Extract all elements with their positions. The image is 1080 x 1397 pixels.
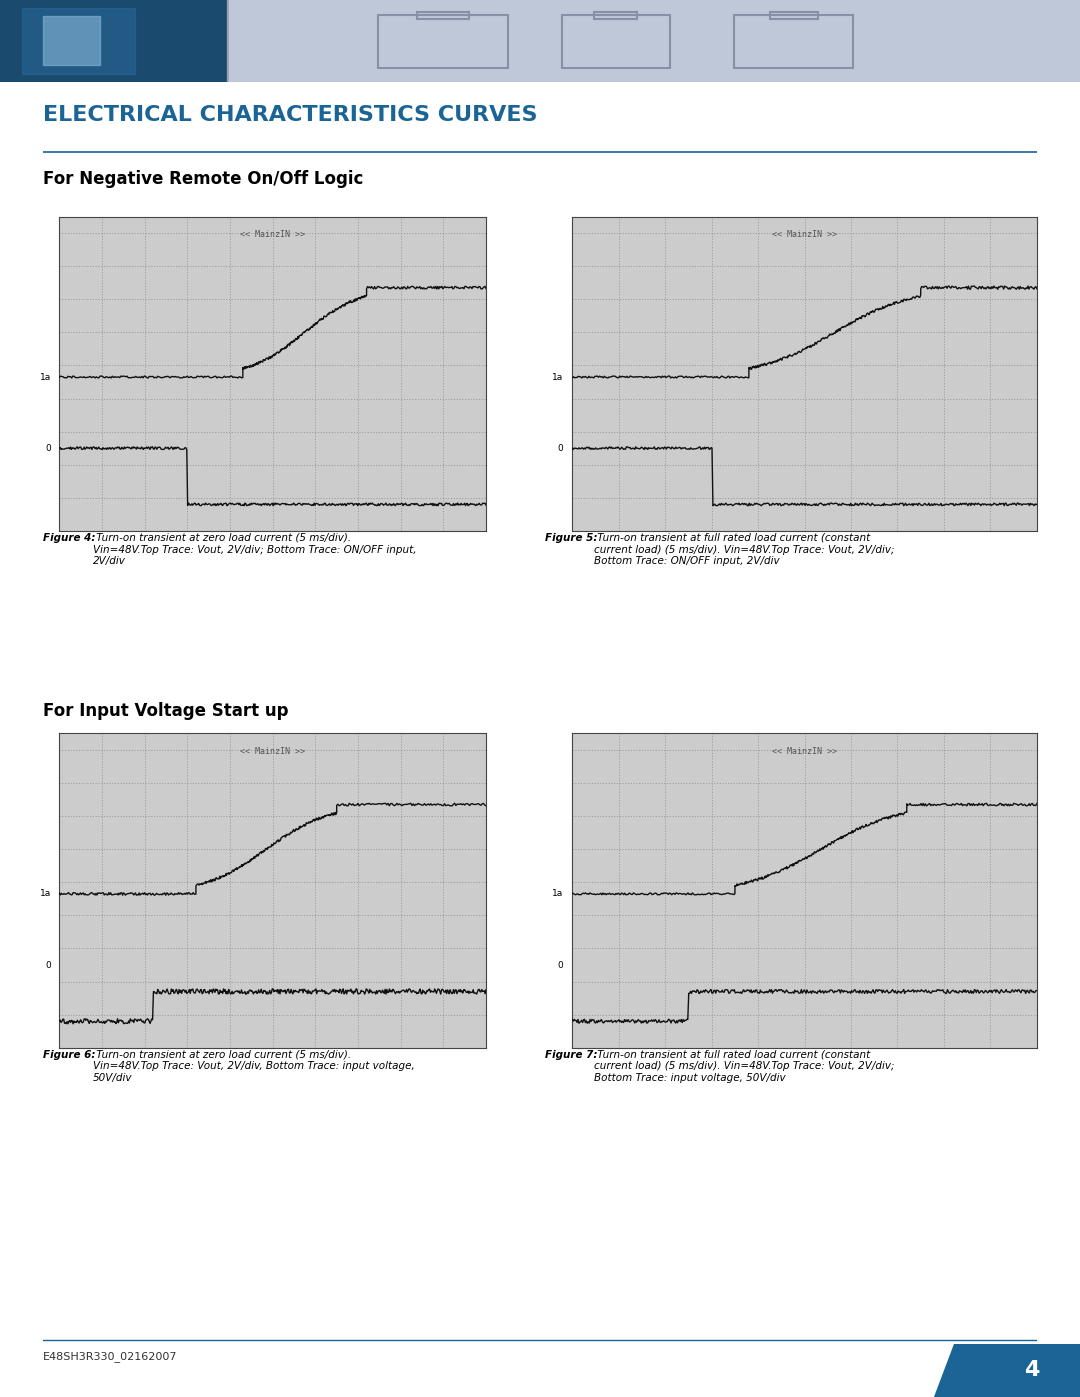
Bar [734,15,853,68]
Text: E48SH3R330_02162007: E48SH3R330_02162007 [43,1351,178,1362]
Text: 0: 0 [557,961,563,970]
Text: For Negative Remote On/Off Logic: For Negative Remote On/Off Logic [43,170,364,187]
Text: 0: 0 [45,444,51,453]
Text: Turn-on transient at full rated load current (constant
current load) (5 ms/div).: Turn-on transient at full rated load cur… [594,534,894,566]
Bar [378,15,508,68]
Text: For Input Voltage Start up: For Input Voltage Start up [43,703,288,719]
Text: Turn-on transient at zero load current (5 ms/div).
Vin=48V.Top Trace: Vout, 2V/d: Turn-on transient at zero load current (… [93,534,417,566]
Text: Turn-on transient at full rated load current (constant
current load) (5 ms/div).: Turn-on transient at full rated load cur… [594,1051,894,1083]
Text: Figure 7:: Figure 7: [545,1051,598,1060]
Text: Turn-on transient at zero load current (5 ms/div).
Vin=48V.Top Trace: Vout, 2V/d: Turn-on transient at zero load current (… [93,1051,415,1083]
Text: Figure 6:: Figure 6: [43,1051,96,1060]
Text: Figure 5:: Figure 5: [545,534,598,543]
Text: << MainzIN >>: << MainzIN >> [240,746,306,756]
Text: 0: 0 [557,444,563,453]
Text: << MainzIN >>: << MainzIN >> [772,229,837,239]
Text: 1a: 1a [40,890,51,898]
Bar [43,17,100,66]
Text: Figure 4:: Figure 4: [43,534,96,543]
Text: 0: 0 [45,961,51,970]
Bar [0,0,227,82]
Text: 4: 4 [1024,1361,1039,1380]
Text: << MainzIN >>: << MainzIN >> [772,746,837,756]
Bar [417,13,469,18]
Bar [770,13,818,18]
Bar [594,13,637,18]
Text: ELECTRICAL CHARACTERISTICS CURVES: ELECTRICAL CHARACTERISTICS CURVES [43,105,538,126]
Bar [562,15,670,68]
Text: 1a: 1a [40,373,51,381]
Text: << MainzIN >>: << MainzIN >> [240,229,306,239]
Text: 1a: 1a [552,373,563,381]
Text: 1a: 1a [552,890,563,898]
Bar [22,8,135,74]
Polygon shape [934,1344,1080,1397]
